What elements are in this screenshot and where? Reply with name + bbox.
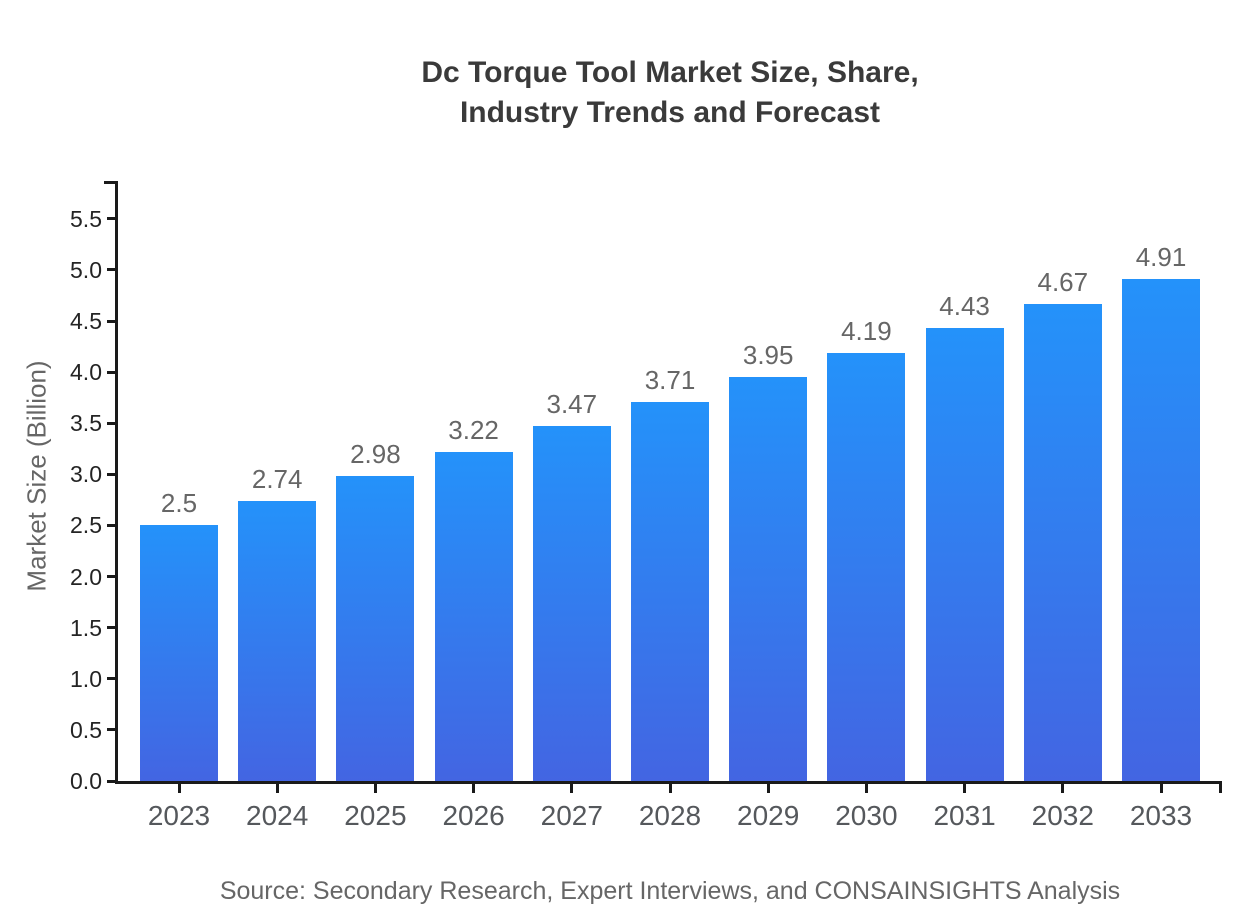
x-axis-tick-label: 2026 [442, 800, 505, 831]
x-axis-tick-label: 2024 [246, 800, 309, 831]
y-axis-tick-label: 2.5 [70, 512, 102, 539]
bar-value-label: 2.74 [251, 463, 303, 494]
y-axis-tick [107, 217, 118, 221]
bar-value-label: 4.19 [841, 315, 892, 346]
y-axis-tick-label: 4.0 [70, 359, 102, 386]
bar-value-label: 2.5 [160, 488, 198, 519]
bar [1023, 303, 1102, 781]
bar [532, 426, 611, 781]
x-axis-tick [1061, 784, 1065, 793]
x-axis-end-cap [1219, 784, 1222, 793]
y-axis-tick-label: 4.5 [70, 308, 102, 335]
x-axis-tick [668, 784, 672, 793]
bar-value-label: 4.67 [1037, 266, 1089, 297]
x-axis-tick [275, 784, 279, 793]
bar [140, 525, 218, 781]
bar [336, 476, 415, 781]
y-axis-tick [107, 779, 118, 783]
bar-value-label: 4.91 [1135, 242, 1187, 273]
bar [925, 328, 1004, 781]
bar [729, 377, 808, 781]
bar [631, 401, 709, 781]
bar [238, 500, 317, 781]
y-axis-tick [107, 523, 118, 527]
y-axis-end-cap [104, 181, 118, 184]
x-axis-tick-label: 2025 [344, 800, 407, 831]
bar [434, 451, 513, 781]
x-axis-tick-label: 2031 [933, 800, 996, 831]
y-axis-tick-label: 0.5 [70, 716, 102, 743]
y-axis-tick [107, 370, 118, 374]
x-axis-tick [963, 784, 967, 793]
y-axis-tick [107, 268, 118, 272]
y-axis-tick-label: 5.0 [70, 256, 102, 283]
bar-value-label: 3.95 [742, 340, 794, 371]
x-axis-tick-label: 2032 [1031, 800, 1094, 831]
plot-area: 0.0 0.5 1.0 1.5 2.0 2.5 3.0 3.5 4.0 4.5 5.0 5.5 2.5 2… [70, 181, 1222, 831]
x-axis-tick [373, 784, 377, 793]
bar-value-label: 3.22 [448, 414, 499, 445]
x-axis-tick [570, 784, 574, 793]
y-axis-tick [107, 677, 118, 681]
x-axis-tick [472, 784, 476, 793]
y-axis-tick-label: 3.5 [70, 410, 102, 437]
chart-title-line1: Dc Torque Tool Market Size, Share, [421, 56, 919, 89]
bar-value-label: 3.47 [546, 389, 598, 420]
bar-value-label: 4.43 [939, 291, 990, 322]
x-axis-tick-label: 2023 [147, 800, 211, 831]
y-axis-tick [107, 626, 118, 630]
y-axis-tick-label: 3.0 [70, 461, 102, 488]
x-axis-tick [177, 784, 181, 793]
bar [1122, 279, 1200, 781]
bar-value-label: 3.71 [644, 364, 696, 395]
x-axis-tick-label: 2028 [638, 800, 702, 831]
chart-title: Dc Torque Tool Market Size, Share, Indus… [118, 53, 1222, 133]
y-axis-tick-label: 1.5 [70, 614, 102, 641]
x-axis-tick [766, 784, 770, 793]
x-axis-tick-label: 2033 [1129, 800, 1193, 831]
x-axis-tick-label: 2029 [737, 800, 800, 831]
x-axis-tick-label: 2027 [540, 800, 603, 831]
y-axis-tick [107, 575, 118, 579]
y-axis-tick-label: 0.0 [70, 768, 102, 794]
y-axis-tick-label: 2.0 [70, 563, 102, 590]
y-axis-tick [107, 472, 118, 476]
y-axis-tick-label: 1.0 [70, 665, 102, 692]
bar-value-label: 2.98 [350, 439, 401, 470]
source-note: Source: Secondary Research, Expert Inter… [219, 877, 1121, 905]
x-axis-tick [1159, 784, 1163, 793]
y-axis-tick [107, 421, 118, 425]
x-axis-tick-label: 2030 [835, 800, 898, 831]
y-axis-tick [107, 728, 118, 732]
x-axis-tick [864, 784, 868, 793]
y-axis-tick-label: 5.5 [70, 205, 102, 232]
y-axis-tick [107, 319, 118, 323]
bar [827, 352, 906, 781]
chart-title-line2: Industry Trends and Forecast [459, 96, 881, 129]
